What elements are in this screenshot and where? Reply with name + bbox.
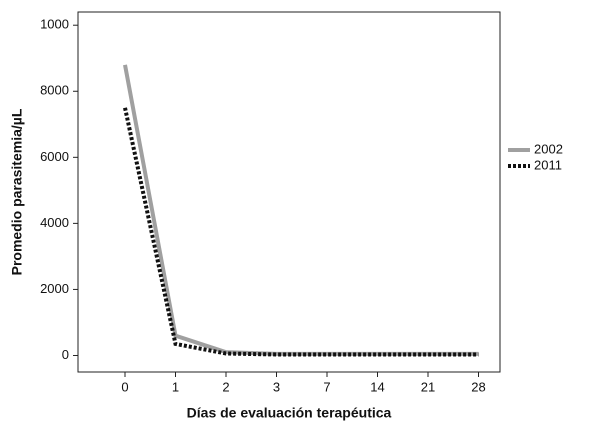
x-tick-label: 7: [323, 379, 330, 394]
legend-label: 2002: [534, 141, 563, 156]
x-tick-label: 28: [471, 379, 485, 394]
line-series: [123, 107, 479, 357]
line-series: [123, 64, 479, 356]
x-tick-label: 21: [421, 379, 435, 394]
x-tick-label: 14: [370, 379, 384, 394]
y-tick-label: 4000: [40, 215, 69, 230]
y-tick-label: 6000: [40, 149, 69, 164]
y-tick-label: 1000: [40, 17, 69, 32]
y-tick-label: 0: [62, 347, 69, 362]
x-tick-label: 0: [121, 379, 128, 394]
plot-frame: [77, 11, 501, 373]
x-tick-label: 3: [273, 379, 280, 394]
legend-label: 2011: [534, 157, 562, 172]
y-tick-label: 2000: [40, 281, 69, 296]
x-tick-label: 1: [172, 379, 179, 394]
x-axis-label: Días de evaluación terapéutica: [187, 405, 392, 421]
x-tick-label: 2: [222, 379, 229, 394]
y-axis-label: Promedio parasitemia/µL: [9, 108, 25, 275]
y-tick-label: 8000: [40, 83, 69, 98]
